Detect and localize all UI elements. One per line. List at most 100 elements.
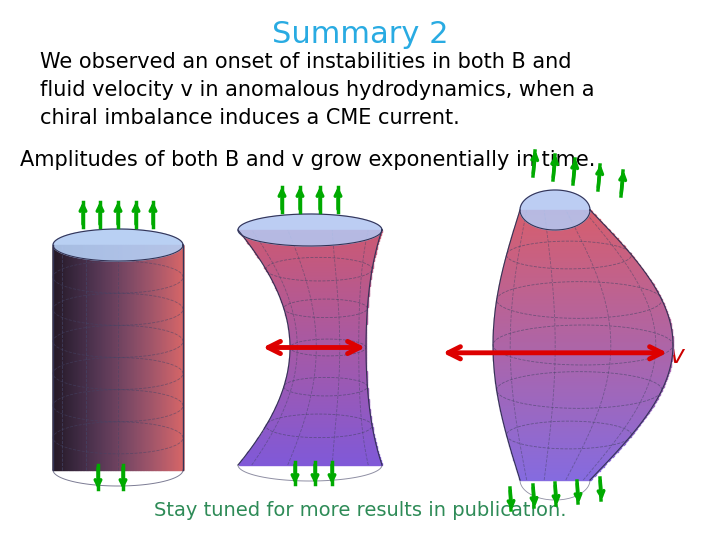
Polygon shape [168,245,170,470]
Polygon shape [156,245,158,470]
Text: We observed an onset of instabilities in both B and
fluid velocity v in anomalou: We observed an onset of instabilities in… [40,52,595,128]
Polygon shape [497,300,662,302]
Polygon shape [89,245,90,470]
Polygon shape [252,446,377,448]
Polygon shape [264,429,373,430]
Polygon shape [285,380,367,382]
Polygon shape [498,396,658,397]
Polygon shape [289,338,366,340]
Polygon shape [123,245,125,470]
Polygon shape [259,435,374,437]
Polygon shape [498,394,660,395]
Polygon shape [498,399,657,400]
Polygon shape [238,214,382,246]
Polygon shape [247,241,378,242]
Polygon shape [289,333,366,335]
Polygon shape [516,222,603,224]
Polygon shape [240,232,381,233]
Polygon shape [289,354,366,355]
Polygon shape [63,245,64,470]
Polygon shape [514,460,608,461]
Polygon shape [500,406,653,407]
Polygon shape [274,410,370,411]
Polygon shape [493,337,672,338]
Polygon shape [500,407,652,408]
Polygon shape [289,335,366,336]
Polygon shape [493,359,672,360]
Polygon shape [141,245,143,470]
Polygon shape [250,244,377,246]
Polygon shape [118,245,120,470]
Polygon shape [493,350,672,352]
Text: Stay tuned for more results in publication.: Stay tuned for more results in publicati… [154,501,566,520]
Polygon shape [173,245,174,470]
Polygon shape [261,434,374,435]
Polygon shape [503,418,644,419]
Polygon shape [519,213,593,214]
Polygon shape [516,468,601,469]
Polygon shape [258,256,374,258]
Polygon shape [248,242,378,244]
Polygon shape [498,288,656,289]
Polygon shape [502,273,647,275]
Polygon shape [283,305,367,307]
Polygon shape [240,462,381,463]
Polygon shape [499,402,655,403]
Polygon shape [98,245,99,470]
Polygon shape [264,265,373,266]
Polygon shape [120,245,122,470]
Polygon shape [71,245,72,470]
Polygon shape [506,434,631,435]
Polygon shape [514,229,608,230]
Polygon shape [513,232,611,233]
Polygon shape [515,464,605,465]
Polygon shape [149,245,150,470]
Polygon shape [284,385,367,387]
Polygon shape [508,441,626,442]
Polygon shape [80,245,81,470]
Polygon shape [53,229,183,261]
Polygon shape [500,410,650,411]
Polygon shape [245,238,379,239]
Polygon shape [135,245,137,470]
Polygon shape [285,382,367,383]
Polygon shape [78,245,80,470]
Polygon shape [276,288,369,289]
Polygon shape [133,245,135,470]
Polygon shape [505,431,634,433]
Polygon shape [111,245,113,470]
Polygon shape [282,392,368,393]
Polygon shape [517,469,600,470]
Polygon shape [493,334,672,335]
Polygon shape [493,342,673,343]
Polygon shape [258,437,374,438]
Polygon shape [494,322,670,323]
Polygon shape [510,241,620,242]
Polygon shape [512,454,613,456]
Polygon shape [284,310,367,312]
Polygon shape [146,245,148,470]
Polygon shape [68,245,70,470]
Polygon shape [513,457,611,458]
Polygon shape [494,364,671,365]
Polygon shape [158,245,159,470]
Polygon shape [498,292,658,294]
Polygon shape [267,271,372,272]
Polygon shape [494,369,670,370]
Polygon shape [493,330,672,332]
Polygon shape [251,246,377,247]
Polygon shape [277,404,369,406]
Polygon shape [494,370,669,372]
Polygon shape [256,442,376,443]
Polygon shape [518,473,596,475]
Polygon shape [503,423,640,424]
Polygon shape [102,245,103,470]
Polygon shape [279,401,369,402]
Polygon shape [497,299,662,300]
Polygon shape [290,341,366,343]
Polygon shape [145,245,146,470]
Polygon shape [498,295,660,296]
Polygon shape [513,233,613,234]
Polygon shape [96,245,98,470]
Polygon shape [289,364,366,366]
